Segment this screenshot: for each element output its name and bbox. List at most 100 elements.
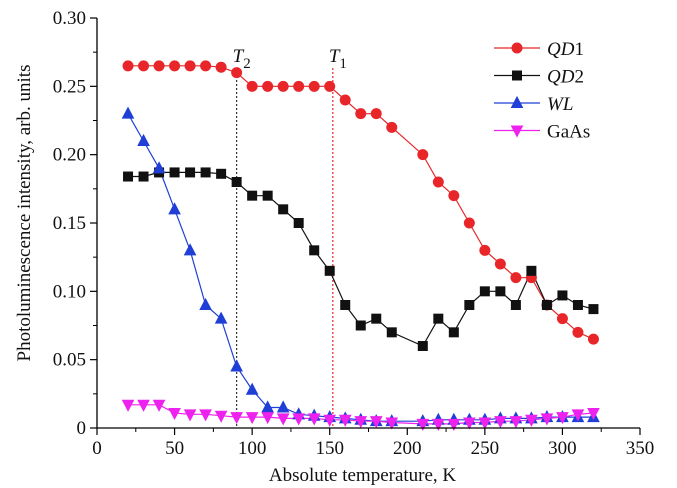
series-gaas-point (338, 414, 352, 427)
series-qd1-point (386, 121, 398, 133)
series-gaas-point (447, 418, 461, 431)
y-tick-label: 0.05 (53, 350, 86, 371)
series-wl-point (152, 161, 166, 174)
series-qd2-point (588, 304, 599, 315)
legend-qd1-point (511, 42, 523, 54)
series-qd1-point (138, 60, 150, 72)
series-gaas-point (261, 412, 274, 425)
y-tick-label: 0.25 (53, 76, 86, 97)
series-gaas-point (478, 417, 492, 430)
legend-label-italic: QD (547, 67, 575, 88)
series-qd2-point (557, 290, 568, 301)
series-qd1-point (122, 60, 134, 72)
series-wl-point (183, 243, 197, 256)
x-tick-label: 300 (548, 438, 577, 459)
series-qd1-point (246, 80, 258, 92)
series-line-wl (127, 113, 594, 422)
series-gaas-point (168, 407, 181, 421)
series-qd1-point (494, 258, 506, 270)
legend-label: GaAs (547, 122, 590, 143)
y-axis-title: Photoluminescence intensity, arb. units (14, 65, 35, 362)
series-qd2-point (355, 320, 366, 331)
series-gaas-point (152, 399, 166, 412)
ticks: 0 50 100 150 200 250 300 350 0 0.05 0.10 0.15 0.20 0.… (53, 8, 655, 459)
series-qd1-point (370, 108, 382, 120)
series-qd2-point (371, 313, 382, 324)
legend-entry-wl: WL (494, 94, 573, 115)
series-line-qd1 (128, 65, 594, 340)
legend-qd2-point (512, 70, 522, 81)
x-tick-label: 350 (626, 438, 655, 459)
series-qd2-point (541, 300, 552, 310)
series-qd2-point (510, 300, 521, 310)
series-qd1-point (308, 80, 320, 92)
series-qd2-point (526, 265, 537, 276)
series-qd2-point (247, 190, 258, 201)
series-gaas-point (431, 418, 445, 431)
series-qd2-point (200, 167, 211, 178)
series-lines (127, 65, 594, 425)
series-wl-point (261, 400, 274, 413)
annotation-subscript: 2 (243, 56, 251, 72)
series-qd2-point (123, 171, 134, 182)
series-qd1-point (432, 176, 444, 188)
series-qd1-point (215, 61, 227, 73)
series-wl-point (121, 106, 135, 119)
series-qd1-point (293, 80, 305, 92)
series-qd2-point (216, 168, 227, 179)
legend-label: WL (547, 94, 573, 115)
series-gaas-point (230, 412, 243, 425)
series-qd1-point (153, 60, 165, 72)
series-qd2-point (231, 177, 242, 187)
series-qd1-point (262, 80, 274, 92)
series-qd2-point (340, 300, 351, 310)
series-gaas-point (183, 409, 197, 422)
series-gaas-point (587, 407, 600, 421)
series-qd2-point (262, 190, 273, 201)
legend-label-suffix: 2 (574, 67, 584, 88)
x-tick-label: 250 (471, 438, 500, 459)
series-wl-point (276, 400, 290, 413)
series-gaas-point (276, 413, 290, 426)
series-gaas-point (509, 416, 523, 429)
series-qd1-point (510, 272, 522, 284)
series-gaas-point (494, 416, 507, 429)
annotation-letter: T (329, 46, 341, 67)
series-qd2-point (293, 218, 304, 228)
legend-entry-gaas: GaAs (494, 122, 590, 143)
series-qd1-point (231, 67, 243, 79)
y-tick-label: 0.15 (53, 213, 86, 234)
series-qd2-point (572, 300, 583, 310)
series-wl-point (245, 382, 259, 395)
series-gaas-point (556, 412, 569, 425)
series-gaas-point (137, 399, 150, 412)
series-qd1-point (339, 94, 351, 106)
x-tick-label: 200 (393, 438, 422, 459)
annotation-label: T2 (233, 46, 251, 72)
series-qd1-point (572, 326, 584, 338)
y-tick-label: 0.30 (53, 8, 86, 29)
series-qd1-point (184, 60, 196, 72)
series-qd2-point (479, 286, 490, 297)
annotation-subscript: 1 (339, 56, 347, 72)
series-gaas-point (292, 413, 306, 426)
x-axis-title: Absolute temperature, K (269, 465, 457, 486)
series-gaas-point (525, 414, 538, 427)
legend-label: QD1 (547, 39, 584, 60)
series-gaas-point (199, 409, 212, 422)
series-qd2-point (185, 167, 196, 178)
y-tick-label: 0.10 (53, 281, 86, 302)
series-line-qd2 (128, 171, 594, 347)
legend-wl-point (510, 95, 524, 108)
series-gaas-point (245, 412, 259, 425)
series-qd2-point (169, 167, 180, 178)
series-qd2-point (309, 245, 320, 256)
series-wl-point (168, 202, 181, 215)
legend-label-italic: QD (547, 39, 575, 60)
series-qd1-point (200, 60, 212, 72)
legend-label-suffix: GaAs (547, 122, 590, 143)
series-gaas-point (571, 409, 585, 422)
series-gaas-point (214, 410, 228, 423)
